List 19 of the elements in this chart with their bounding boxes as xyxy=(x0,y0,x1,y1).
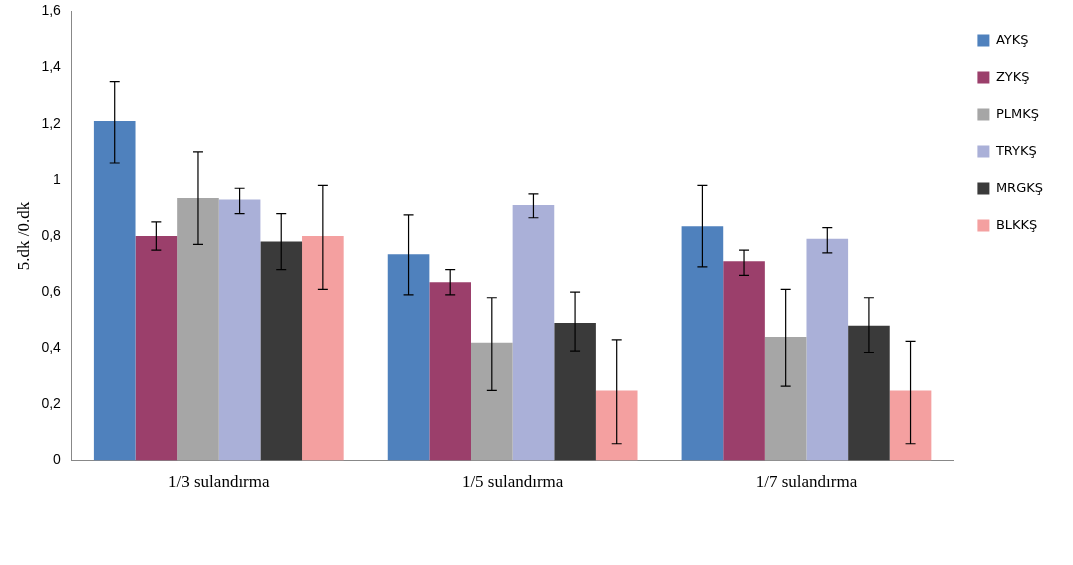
x-tick-label: 1/5 sulandırma xyxy=(461,472,564,492)
y-tick-label: 1,6 xyxy=(41,2,62,19)
y-tick-label: 1,4 xyxy=(41,58,62,75)
legend-label: BLKKŞ xyxy=(995,216,1038,232)
x-tick-label: 1/3 sulandırma xyxy=(168,472,270,492)
legend-label: AYKŞ xyxy=(995,31,1029,47)
legend-label: ZYKŞ xyxy=(995,68,1030,84)
y-tick-label: 0,6 xyxy=(41,283,62,300)
y-axis-title: 5.dk /0.dk xyxy=(13,201,33,271)
y-tick-label: 0,8 xyxy=(41,226,62,243)
y-tick-label: 1 xyxy=(53,170,62,187)
legend-label: MRGKŞ xyxy=(995,179,1044,195)
y-tick-label: 0,4 xyxy=(41,339,62,356)
legend-label: TRYKŞ xyxy=(994,142,1037,158)
x-tick-label: 1/7 sulandırma xyxy=(755,472,858,492)
y-tick-label: 1,2 xyxy=(41,114,62,131)
y-tick-label: 0,2 xyxy=(41,395,62,412)
legend-label: PLMKŞ xyxy=(995,105,1039,121)
y-tick-label: 0 xyxy=(53,451,62,468)
